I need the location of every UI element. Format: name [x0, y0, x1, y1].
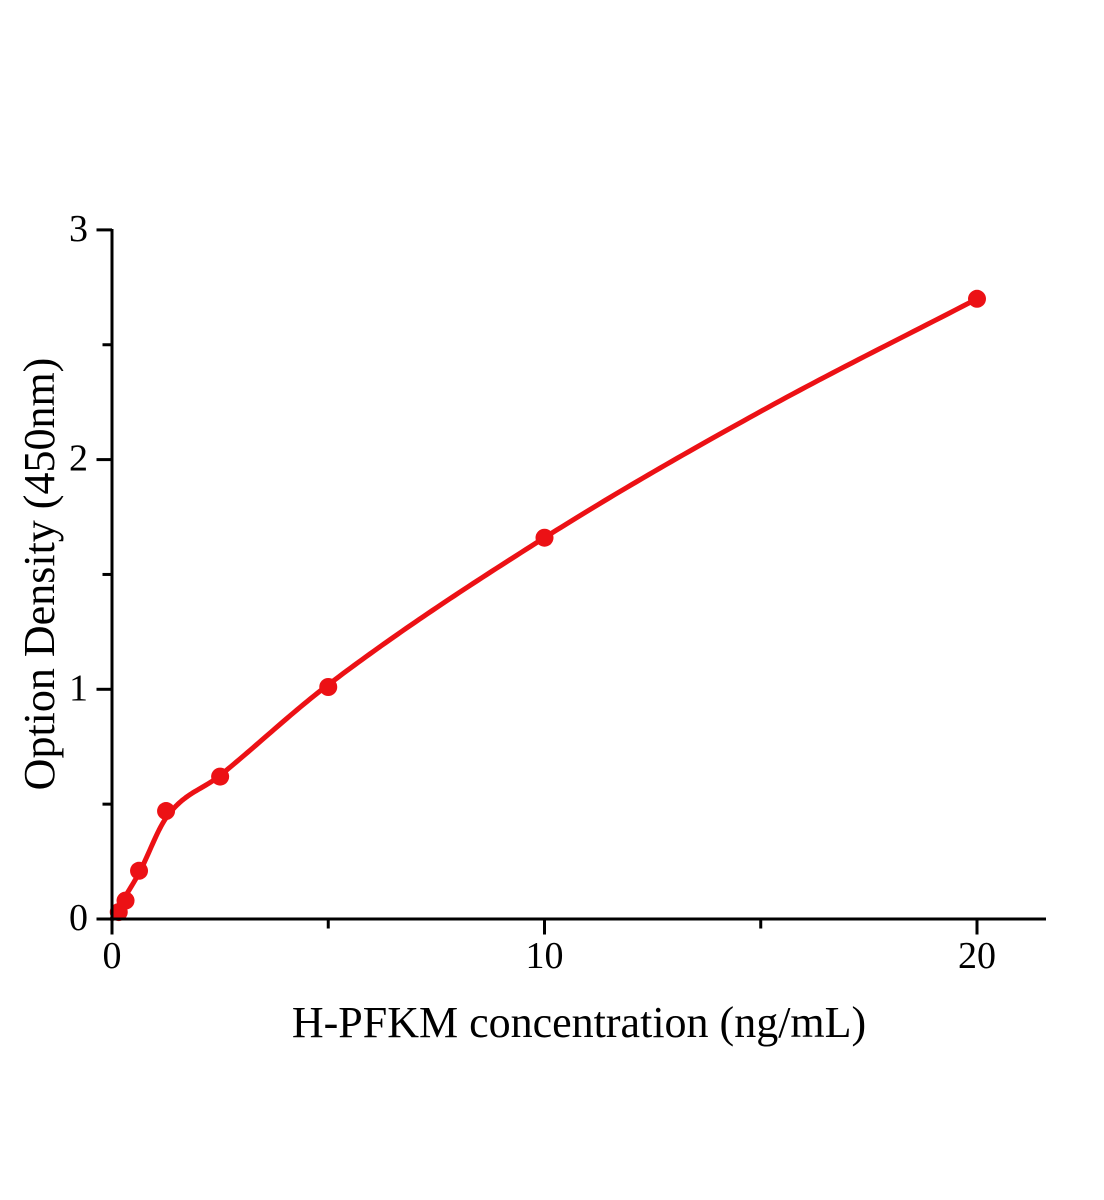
y-tick-label: 1: [69, 667, 88, 709]
data-point: [319, 678, 338, 696]
series-layer: [109, 289, 986, 922]
x-tick-label: 0: [103, 935, 122, 977]
data-point: [968, 289, 986, 308]
axes-layer: 0 10 20 0 1 2 3: [69, 208, 1046, 977]
y-tick-label: 3: [69, 208, 88, 250]
y-tick-label: 2: [69, 438, 88, 480]
y-axis-title: Option Density (450nm): [15, 358, 64, 791]
x-tick-label: 10: [526, 935, 564, 977]
data-point: [211, 767, 230, 786]
data-point: [535, 528, 554, 547]
data-point: [157, 802, 176, 821]
y-tick-label: 0: [69, 897, 88, 939]
data-point: [116, 891, 135, 910]
x-axis-title: H-PFKM concentration (ng/mL): [292, 998, 866, 1047]
fit-curve: [109, 296, 980, 922]
data-point: [130, 861, 149, 880]
x-tick-label: 20: [958, 935, 996, 977]
